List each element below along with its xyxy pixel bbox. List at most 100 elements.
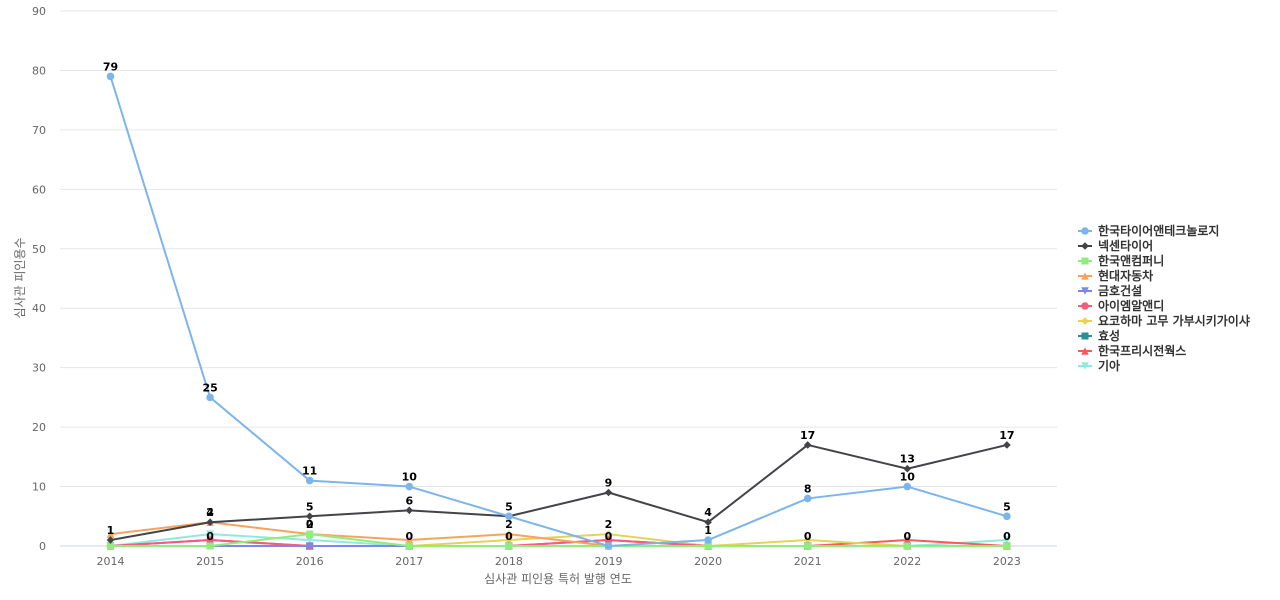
data-point <box>505 512 513 521</box>
data-label: 4 <box>704 506 712 519</box>
legend-label: 효성 <box>1098 329 1120 343</box>
legend-label: 한국프리시전웍스 <box>1098 343 1186 358</box>
data-point <box>704 536 712 544</box>
data-label: 10 <box>900 471 916 484</box>
y-tick-label: 50 <box>32 243 46 256</box>
data-point <box>206 393 214 402</box>
data-point <box>405 506 414 515</box>
data-label: 17 <box>800 429 815 442</box>
data-point <box>604 542 613 550</box>
legend-label: 한국앤컴퍼니 <box>1098 253 1164 268</box>
data-label: 0 <box>1003 530 1011 543</box>
legend-label: 기아 <box>1098 358 1120 373</box>
series-line <box>109 533 1008 547</box>
legend-item: 한국앤컴퍼니 <box>1078 253 1164 268</box>
data-label: 0 <box>206 530 214 543</box>
legend-marker <box>1081 302 1089 310</box>
data-label: 0 <box>903 530 911 543</box>
data-point <box>405 482 414 491</box>
y-axis-title: 심사관 피인용수 <box>13 237 27 318</box>
legend-item: 아이엠알앤디 <box>1078 298 1164 313</box>
data-point <box>903 464 912 473</box>
y-tick-label: 0 <box>39 540 46 553</box>
data-point <box>1003 512 1011 521</box>
data-point <box>405 542 413 550</box>
y-tick-label: 60 <box>32 183 46 196</box>
legend-marker <box>1081 257 1089 265</box>
data-point <box>206 536 214 544</box>
legend-marker <box>1081 242 1089 250</box>
x-tick-label: 2020 <box>694 555 722 568</box>
legend-marker <box>1081 272 1089 280</box>
legend: 한국타이어앤테크놀로지넥센타이어한국앤컴퍼니현대자동차금호건설아이엠알앤디요코하… <box>1078 223 1250 373</box>
data-label: 25 <box>202 381 217 394</box>
data-point <box>505 542 513 550</box>
data-label: 11 <box>302 465 317 478</box>
data-point <box>803 536 812 544</box>
legend-item: 넥센타이어 <box>1078 238 1153 253</box>
data-point <box>604 530 613 538</box>
legend-marker <box>1081 227 1089 235</box>
data-label: 0 <box>505 530 513 543</box>
data-label: 1 <box>704 524 712 537</box>
legend-marker <box>1081 287 1089 295</box>
data-point <box>803 494 812 503</box>
x-tick-label: 2018 <box>495 555 523 568</box>
data-point <box>704 518 712 527</box>
data-point <box>305 542 314 550</box>
x-axis-title: 심사관 피인용 특허 발행 연도 <box>484 571 632 586</box>
data-point <box>106 72 115 81</box>
data-point <box>604 488 613 497</box>
data-label: 2 <box>206 506 214 519</box>
data-label: 5 <box>1003 500 1011 513</box>
data-label: 1 <box>107 524 115 537</box>
series-group <box>107 530 1011 550</box>
legend-label: 요코하마 고무 가부시키가이샤 <box>1098 313 1250 328</box>
data-label: 9 <box>605 477 613 490</box>
legend-label: 넥센타이어 <box>1098 238 1153 253</box>
legend-item: 한국프리시전웍스 <box>1078 343 1186 358</box>
y-tick-label: 80 <box>32 64 46 77</box>
data-label: 4 <box>206 506 214 519</box>
x-tick-label: 2014 <box>97 555 125 568</box>
data-label: 2 <box>605 518 613 531</box>
y-axis-ticks: 0 10 20 30 40 50 60 70 80 90 <box>32 5 46 553</box>
legend-label: 현대자동차 <box>1098 268 1153 283</box>
x-tick-label: 2021 <box>794 555 822 568</box>
data-point <box>505 536 513 544</box>
data-point <box>206 530 214 538</box>
series-line <box>109 75 1008 547</box>
y-tick-label: 10 <box>32 481 46 494</box>
legend-marker <box>1081 332 1089 340</box>
legend-item: 기아 <box>1078 358 1120 373</box>
data-label: 5 <box>505 500 513 513</box>
legend-label: 한국타이어앤테크놀로지 <box>1098 223 1219 238</box>
data-label: 17 <box>999 429 1014 442</box>
x-tick-label: 2022 <box>893 555 921 568</box>
x-tick-label: 2016 <box>296 555 324 568</box>
y-tick-label: 30 <box>32 362 46 375</box>
data-point <box>903 536 912 544</box>
data-point <box>405 536 414 544</box>
data-point <box>505 530 513 538</box>
data-label: 0 <box>804 530 812 543</box>
legend-marker <box>1081 317 1089 325</box>
legend-item: 효성 <box>1078 329 1120 343</box>
legend-item: 한국타이어앤테크놀로지 <box>1078 223 1219 238</box>
y-tick-label: 70 <box>32 124 46 137</box>
data-point <box>1003 542 1011 550</box>
data-point <box>106 530 115 538</box>
data-label: 0 <box>306 518 314 531</box>
x-tick-label: 2023 <box>993 555 1021 568</box>
data-label: 6 <box>405 494 413 507</box>
y-tick-label: 40 <box>32 302 46 315</box>
legend-marker <box>1081 362 1089 370</box>
data-label: 5 <box>306 500 314 513</box>
data-point <box>107 542 114 550</box>
legend-item: 금호건설 <box>1078 283 1142 298</box>
data-label: 0 <box>405 530 413 543</box>
data-point <box>306 530 314 538</box>
data-point <box>704 542 712 550</box>
